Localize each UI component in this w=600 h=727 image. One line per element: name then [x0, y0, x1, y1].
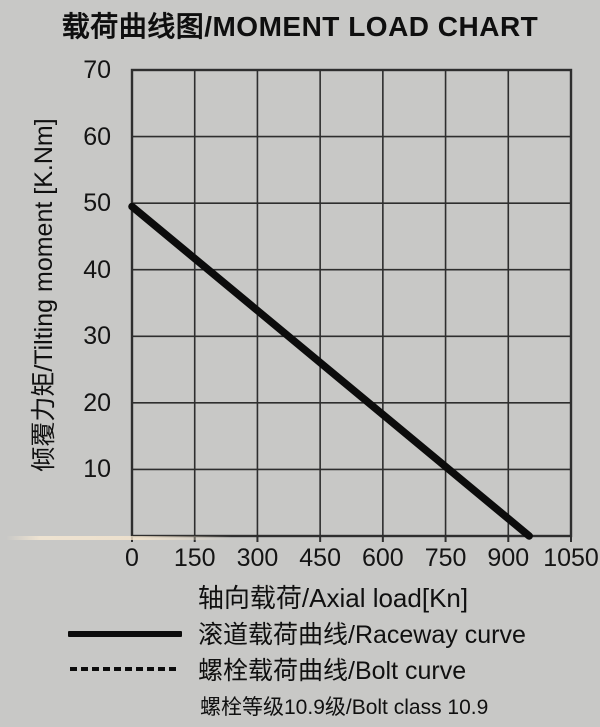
x-tick-label: 600 [361, 544, 404, 572]
x-tick-label: 750 [424, 544, 467, 572]
y-tick-label: 20 [83, 388, 111, 417]
y-tick-label: 50 [83, 189, 111, 218]
solid-line-swatch-icon [68, 631, 182, 637]
legend-label-raceway: 滚道载荷曲线/Raceway curve [198, 621, 526, 649]
scan-highlight-artifact [6, 536, 232, 540]
x-tick-label: 150 [173, 544, 216, 572]
x-axis-title: 轴向载荷/Axial load[Kn] [197, 583, 469, 613]
legend-note-row: 螺栓等级10.9级/Bolt class 10.9 [0, 694, 600, 727]
y-tick-label: 40 [83, 255, 111, 284]
y-tick-label: 70 [83, 56, 111, 84]
chart-title: 载荷曲线图/MOMENT LOAD CHART [61, 11, 539, 42]
x-tick-label: 450 [299, 544, 341, 572]
y-axis-title: 倾覆力矩/Tilting moment [K.Nm] [30, 118, 58, 472]
legend-label-bolt: 螺栓载荷曲线/Bolt curve [198, 657, 467, 685]
y-tick-label: 10 [83, 455, 111, 484]
x-tick-label: 900 [487, 544, 530, 572]
legend-item-raceway: 滚道载荷曲线/Raceway curve [0, 618, 600, 652]
bolt-class-note: 螺栓等级10.9级/Bolt class 10.9 [200, 696, 489, 719]
x-tick-label: 0 [125, 544, 139, 572]
y-tick-label: 30 [83, 322, 111, 351]
legend-item-bolt: 螺栓载荷曲线/Bolt curve [0, 654, 600, 688]
x-tick-label: 300 [236, 544, 279, 572]
x-tick-label: 1050 [543, 544, 599, 572]
y-tick-label: 60 [83, 122, 111, 151]
dashed-line-swatch-icon [70, 667, 180, 671]
